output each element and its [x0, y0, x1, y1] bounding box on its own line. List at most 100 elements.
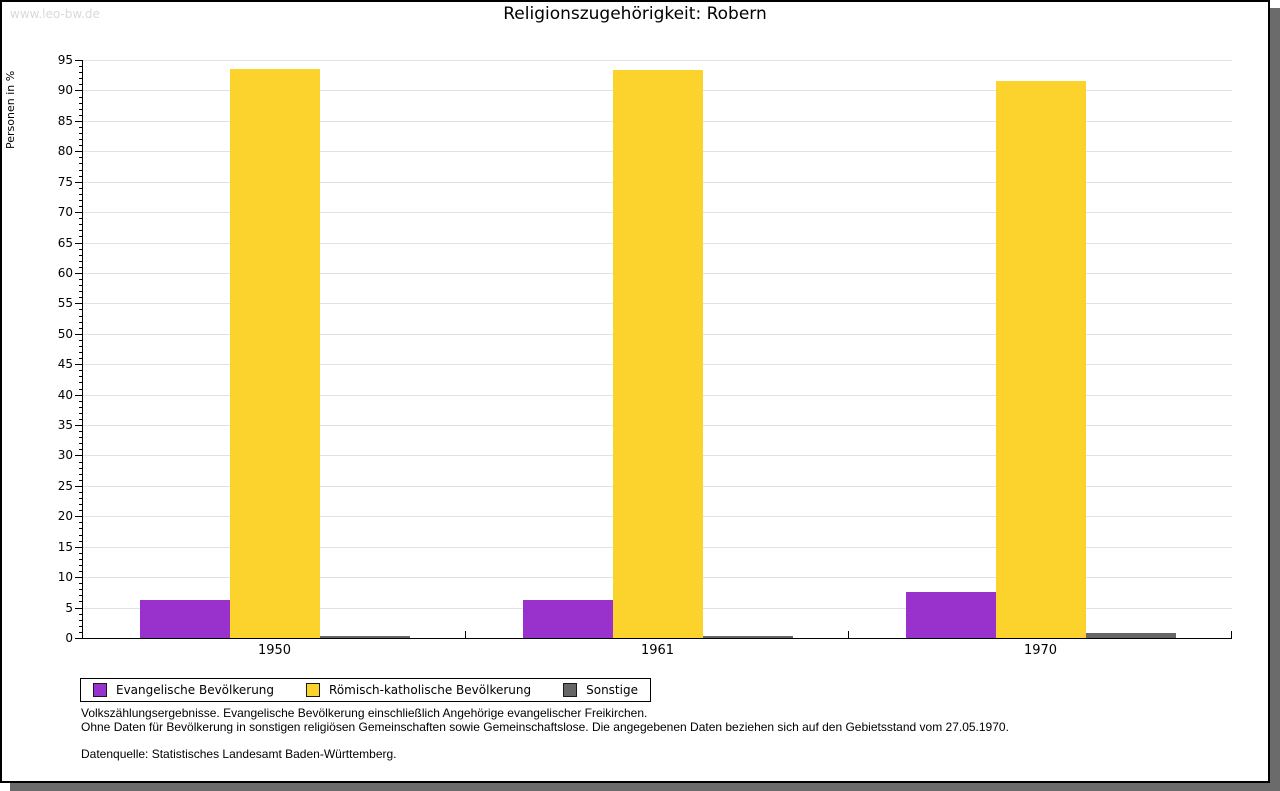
y-axis-tick — [79, 388, 83, 390]
y-axis-tick — [79, 504, 83, 506]
y-axis-tick — [79, 564, 83, 566]
y-axis-tick — [79, 279, 83, 281]
y-axis-tick — [79, 260, 83, 262]
bar-1970-2 — [995, 81, 1086, 638]
y-axis-tick — [79, 199, 83, 201]
bar-1950-2 — [229, 69, 320, 638]
y-axis-tick — [75, 272, 83, 274]
y-axis-tick — [79, 595, 83, 597]
y-axis-tick — [79, 254, 83, 256]
gridline — [83, 60, 1232, 61]
y-axis-tick — [75, 638, 83, 639]
y-axis-tick — [79, 467, 83, 469]
bar-1961-1 — [522, 600, 613, 638]
legend-swatch — [563, 683, 578, 697]
y-axis-tick — [79, 352, 83, 354]
y-axis-tick-label: 95 — [57, 53, 73, 67]
y-axis-tick — [79, 206, 83, 208]
data-source: Datenquelle: Statistisches Landesamt Bad… — [81, 747, 397, 761]
plot-area: 0 5 10 15 20 25 30 35 40 45 50 55 60 65 70 75 80 85 90 95 19… — [58, 53, 1232, 658]
y-axis-tick — [79, 479, 83, 481]
y-axis-tick — [79, 619, 83, 621]
bar-1970-1 — [905, 591, 996, 638]
y-axis-tick — [79, 345, 83, 347]
y-axis-tick — [79, 437, 83, 439]
y-axis-tick — [79, 412, 83, 414]
y-axis-tick — [79, 571, 83, 573]
y-axis-tick — [75, 516, 83, 518]
y-axis-tick — [79, 631, 83, 633]
y-axis-tick — [79, 321, 83, 323]
y-axis-tick-label: 15 — [57, 539, 73, 554]
y-axis-tick — [79, 66, 83, 68]
y-axis-tick — [79, 382, 83, 384]
y-axis-tick — [79, 358, 83, 360]
legend-item: Sonstige — [563, 683, 638, 697]
y-axis-tick — [79, 230, 83, 232]
y-axis-tick — [79, 625, 83, 627]
y-axis-tick-label: 50 — [57, 326, 73, 341]
y-axis-tick — [79, 491, 83, 493]
y-axis-tick — [79, 126, 83, 128]
y-axis-tick — [79, 528, 83, 530]
y-axis-tick — [75, 60, 83, 61]
legend-label: Sonstige — [586, 683, 638, 697]
y-axis-tick — [79, 583, 83, 585]
y-axis-tick-label: 85 — [57, 113, 73, 128]
y-axis-tick — [79, 443, 83, 445]
y-axis-tick-label: 45 — [57, 357, 73, 372]
legend-label: Evangelische Bevölkerung — [116, 683, 275, 697]
y-axis-tick — [79, 224, 83, 226]
y-axis-tick — [79, 133, 83, 134]
y-axis-tick — [75, 120, 83, 122]
x-axis-label: 1961 — [640, 643, 675, 658]
x-axis-label: 1970 — [1023, 643, 1058, 658]
footer-line-1: Volkszählungsergebnisse. Evangelische Be… — [81, 706, 648, 720]
y-axis-tick — [79, 534, 83, 536]
y-axis-tick — [79, 498, 83, 500]
y-axis-tick-label: 65 — [57, 235, 73, 250]
y-axis-tick — [79, 327, 83, 329]
y-axis-tick — [79, 613, 83, 615]
y-axis-tick — [79, 339, 83, 341]
y-axis-tick — [79, 187, 83, 189]
y-axis-tick — [79, 248, 83, 250]
y-axis-tick — [79, 370, 83, 372]
y-axis-tick — [79, 102, 83, 104]
y-axis-tick — [75, 242, 83, 244]
y-axis-tick — [79, 175, 83, 177]
y-axis-tick — [79, 473, 83, 475]
y-axis-tick-label: 60 — [57, 265, 73, 280]
y-axis-tick-label: 30 — [57, 448, 73, 463]
y-axis-tick — [79, 285, 83, 287]
y-axis-tick — [79, 601, 83, 603]
y-axis-tick — [79, 291, 83, 293]
y-axis-tick — [79, 157, 83, 159]
y-axis-tick — [79, 540, 83, 542]
x-axis-tick — [848, 631, 849, 638]
y-axis-tick — [75, 151, 83, 153]
y-axis-tick — [79, 418, 83, 420]
y-axis-tick-label: 80 — [57, 144, 73, 159]
y-axis-tick — [75, 181, 83, 183]
y-axis-tick — [75, 394, 83, 396]
y-axis-tick — [79, 589, 83, 591]
y-axis-tick — [75, 485, 83, 487]
y-axis-tick — [79, 169, 83, 171]
y-axis-tick-label: 0 — [65, 631, 73, 645]
y-axis-tick — [79, 376, 83, 378]
bar-1961-3 — [702, 635, 793, 638]
y-axis-tick — [79, 552, 83, 554]
y-axis-tick — [79, 510, 83, 512]
x-axis-label: 1950 — [257, 643, 292, 658]
y-axis-tick — [75, 90, 83, 92]
y-axis-tick — [79, 193, 83, 195]
y-axis-title: Personen in % — [4, 70, 17, 149]
y-axis-tick — [79, 315, 83, 317]
y-axis-tick — [79, 218, 83, 220]
y-axis-tick-label: 90 — [57, 83, 73, 98]
y-axis-tick-label: 35 — [57, 418, 73, 433]
y-axis-tick — [79, 84, 83, 86]
y-axis-tick — [79, 449, 83, 451]
